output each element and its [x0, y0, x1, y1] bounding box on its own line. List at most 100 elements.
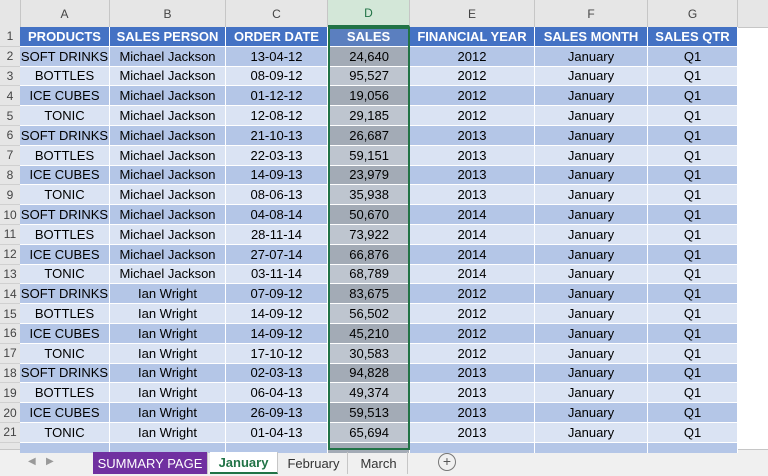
cell: Q1 [648, 185, 738, 206]
cell: Q1 [648, 244, 738, 265]
cell-partial [226, 442, 328, 453]
cell: 66,876 [328, 244, 410, 265]
cell: Q1 [648, 343, 738, 364]
cell: 17-10-12 [226, 343, 328, 364]
cell: January [535, 145, 648, 166]
cell: SOFT DRINKS [20, 284, 110, 305]
cell: January [535, 106, 648, 126]
cell: 22-03-13 [226, 145, 328, 166]
cell: TONIC [20, 185, 110, 206]
cell: 2012 [410, 304, 535, 324]
row-number: 16 [0, 324, 20, 344]
cell: January [535, 46, 648, 67]
cell: 65,694 [328, 423, 410, 443]
cell: BOTTLES [20, 383, 110, 404]
cell: Michael Jackson [110, 46, 226, 67]
cell: 45,210 [328, 324, 410, 344]
cell: 2012 [410, 284, 535, 305]
cell: Ian Wright [110, 343, 226, 364]
cell: ICE CUBES [20, 403, 110, 423]
column-letter: C [226, 0, 328, 27]
cell: Michael Jackson [110, 185, 226, 206]
cell: January [535, 324, 648, 344]
cell: 2012 [410, 86, 535, 107]
cell: Ian Wright [110, 403, 226, 423]
sheet-tab[interactable]: January [210, 452, 278, 474]
cell: 2012 [410, 46, 535, 67]
sheet-tab[interactable]: SUMMARY PAGE [93, 452, 208, 474]
row-number: 3 [0, 67, 20, 87]
cell: January [535, 86, 648, 107]
cell: 68,789 [328, 264, 410, 285]
cell: ICE CUBES [20, 244, 110, 265]
scroll-right[interactable]: ▶ [46, 456, 54, 467]
cell: 59,151 [328, 145, 410, 166]
cell: 2013 [410, 145, 535, 166]
cell: Ian Wright [110, 304, 226, 324]
row-number: 2 [0, 47, 20, 67]
cell: TONIC [20, 264, 110, 285]
row-number: 4 [0, 86, 20, 107]
cell: BOTTLES [20, 66, 110, 87]
cell: 04-08-14 [226, 205, 328, 225]
cell: 03-11-14 [226, 264, 328, 285]
cell: January [535, 244, 648, 265]
cell-partial [648, 442, 738, 453]
cell: Q1 [648, 46, 738, 67]
cell: Michael Jackson [110, 225, 226, 245]
cell: January [535, 185, 648, 206]
row-number: 19 [0, 383, 20, 404]
add-sheet[interactable]: + [438, 453, 456, 471]
cell: 14-09-12 [226, 304, 328, 324]
cell: Q1 [648, 403, 738, 423]
cell: 02-03-13 [226, 363, 328, 384]
row-number: 12 [0, 245, 20, 265]
column-letter: G [648, 0, 738, 27]
cell: 49,374 [328, 383, 410, 404]
cell: Ian Wright [110, 324, 226, 344]
header-cell: SALES [328, 27, 410, 47]
cell: 2012 [410, 324, 535, 344]
cell: January [535, 126, 648, 146]
cell: 95,527 [328, 66, 410, 87]
cell: 94,828 [328, 363, 410, 384]
column-letter: A [20, 0, 110, 27]
cell: TONIC [20, 343, 110, 364]
cell: January [535, 343, 648, 364]
row-number: 18 [0, 364, 20, 384]
cell: 23,979 [328, 165, 410, 186]
cell: January [535, 304, 648, 324]
cell-partial [20, 442, 110, 453]
cell: Q1 [648, 145, 738, 166]
cell: January [535, 264, 648, 285]
row-number: 13 [0, 265, 20, 285]
scroll-left[interactable]: ◀ [28, 456, 36, 467]
cell: 2013 [410, 185, 535, 206]
cell: 28-11-14 [226, 225, 328, 245]
cell: SOFT DRINKS [20, 363, 110, 384]
row-number: 21 [0, 423, 20, 443]
cell: BOTTLES [20, 225, 110, 245]
cell: Michael Jackson [110, 205, 226, 225]
sheet-tab[interactable]: March [350, 452, 408, 474]
cell: Ian Wright [110, 383, 226, 404]
cell-partial [110, 442, 226, 453]
cell: January [535, 423, 648, 443]
column-letter: E [410, 0, 535, 27]
column-letter: F [535, 0, 648, 27]
cell: Q1 [648, 86, 738, 107]
cell: Q1 [648, 423, 738, 443]
cell: 2014 [410, 205, 535, 225]
row-number: 10 [0, 205, 20, 225]
cell: Michael Jackson [110, 106, 226, 126]
cell: January [535, 363, 648, 384]
sheet-tab[interactable]: February [280, 452, 348, 474]
header-cell: PRODUCTS [20, 27, 110, 47]
cell: 2013 [410, 165, 535, 186]
row-number: 6 [0, 126, 20, 146]
cell: 21-10-13 [226, 126, 328, 146]
cell: 14-09-12 [226, 324, 328, 344]
cell: 08-06-13 [226, 185, 328, 206]
cell: TONIC [20, 423, 110, 443]
cell: 24,640 [328, 46, 410, 67]
